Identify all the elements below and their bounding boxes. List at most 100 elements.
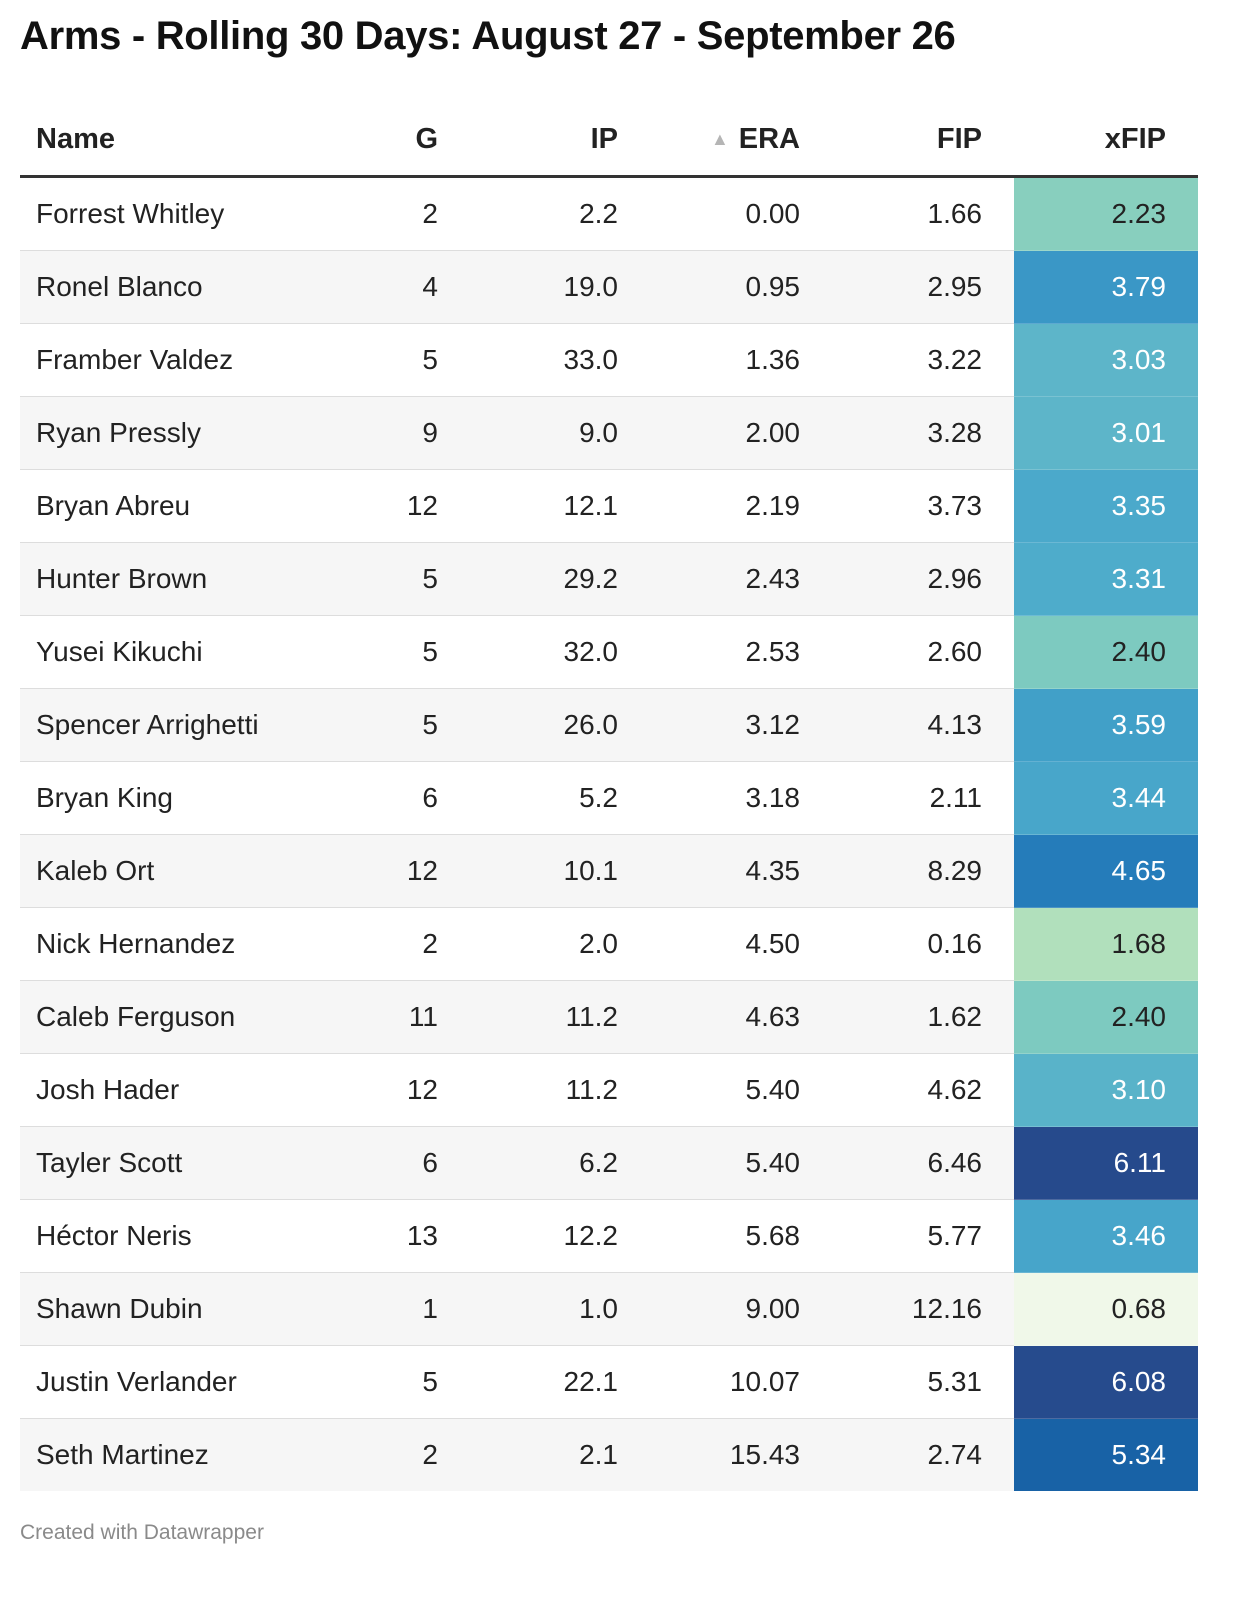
cell-era: 9.00: [650, 1272, 832, 1346]
cell-era: 3.12: [650, 688, 832, 762]
cell-g: 6: [360, 761, 470, 835]
cell-fip: 0.16: [832, 907, 1014, 981]
table-row: Kaleb Ort 12 10.1 4.35 8.29 4.65: [20, 834, 1198, 908]
cell-g: 12: [360, 834, 470, 908]
stats-table-container: Name G IP ▲ ERA FIP xFIP Forrest Whitley 2…: [20, 103, 1198, 1491]
cell-ip: 10.1: [470, 834, 650, 908]
cell-ip: 11.2: [470, 1053, 650, 1127]
cell-name: Framber Valdez: [20, 323, 360, 397]
cell-name: Spencer Arrighetti: [20, 688, 360, 762]
cell-xfip: 3.35: [1014, 469, 1198, 543]
cell-era: 15.43: [650, 1418, 832, 1491]
cell-xfip: 0.68: [1014, 1272, 1198, 1346]
cell-xfip: 3.03: [1014, 323, 1198, 397]
cell-name: Ronel Blanco: [20, 250, 360, 324]
cell-fip: 2.11: [832, 761, 1014, 835]
table-row: Hunter Brown 5 29.2 2.43 2.96 3.31: [20, 542, 1198, 616]
cell-name: Nick Hernandez: [20, 907, 360, 981]
cell-ip: 32.0: [470, 615, 650, 689]
cell-ip: 12.2: [470, 1199, 650, 1273]
cell-g: 12: [360, 469, 470, 543]
cell-name: Justin Verlander: [20, 1345, 360, 1419]
cell-fip: 3.28: [832, 396, 1014, 470]
cell-era: 1.36: [650, 323, 832, 397]
cell-era: 4.35: [650, 834, 832, 908]
cell-g: 6: [360, 1126, 470, 1200]
column-header-xfip[interactable]: xFIP: [1014, 103, 1198, 178]
cell-g: 5: [360, 542, 470, 616]
stats-table: Name G IP ▲ ERA FIP xFIP Forrest Whitley 2…: [20, 103, 1198, 1491]
cell-xfip: 4.65: [1014, 834, 1198, 908]
cell-fip: 4.13: [832, 688, 1014, 762]
cell-name: Kaleb Ort: [20, 834, 360, 908]
cell-ip: 11.2: [470, 980, 650, 1054]
cell-fip: 2.60: [832, 615, 1014, 689]
cell-ip: 26.0: [470, 688, 650, 762]
cell-ip: 2.0: [470, 907, 650, 981]
cell-xfip: 3.10: [1014, 1053, 1198, 1127]
cell-era: 5.40: [650, 1053, 832, 1127]
table-row: Shawn Dubin 1 1.0 9.00 12.16 0.68: [20, 1272, 1198, 1346]
cell-name: Bryan King: [20, 761, 360, 835]
table-row: Ryan Pressly 9 9.0 2.00 3.28 3.01: [20, 396, 1198, 470]
cell-name: Bryan Abreu: [20, 469, 360, 543]
cell-era: 2.43: [650, 542, 832, 616]
cell-era: 10.07: [650, 1345, 832, 1419]
sort-ascending-icon: ▲: [710, 128, 729, 149]
cell-ip: 9.0: [470, 396, 650, 470]
cell-ip: 2.2: [470, 176, 650, 251]
cell-era: 5.40: [650, 1126, 832, 1200]
column-header-name[interactable]: Name: [20, 103, 360, 178]
cell-xfip: 6.08: [1014, 1345, 1198, 1419]
cell-era: 2.53: [650, 615, 832, 689]
cell-ip: 5.2: [470, 761, 650, 835]
table-row: Spencer Arrighetti 5 26.0 3.12 4.13 3.59: [20, 688, 1198, 762]
cell-xfip: 2.23: [1014, 176, 1198, 251]
cell-name: Shawn Dubin: [20, 1272, 360, 1346]
cell-xfip: 3.44: [1014, 761, 1198, 835]
table-row: Forrest Whitley 2 2.2 0.00 1.66 2.23: [20, 176, 1198, 251]
column-header-era[interactable]: ▲ ERA: [650, 103, 832, 178]
cell-name: Forrest Whitley: [20, 176, 360, 251]
cell-era: 2.00: [650, 396, 832, 470]
cell-g: 2: [360, 176, 470, 251]
cell-ip: 6.2: [470, 1126, 650, 1200]
cell-fip: 5.31: [832, 1345, 1014, 1419]
cell-era: 4.63: [650, 980, 832, 1054]
cell-name: Hunter Brown: [20, 542, 360, 616]
cell-g: 5: [360, 615, 470, 689]
cell-name: Seth Martinez: [20, 1418, 360, 1491]
cell-era: 2.19: [650, 469, 832, 543]
cell-xfip: 1.68: [1014, 907, 1198, 981]
cell-xfip: 6.11: [1014, 1126, 1198, 1200]
cell-fip: 1.66: [832, 176, 1014, 251]
column-header-g[interactable]: G: [360, 103, 470, 178]
cell-xfip: 3.01: [1014, 396, 1198, 470]
table-row: Ronel Blanco 4 19.0 0.95 2.95 3.79: [20, 250, 1198, 324]
cell-ip: 1.0: [470, 1272, 650, 1346]
column-header-xfip-label: xFIP: [1104, 122, 1166, 155]
cell-g: 9: [360, 396, 470, 470]
cell-fip: 2.74: [832, 1418, 1014, 1491]
cell-xfip: 3.46: [1014, 1199, 1198, 1273]
cell-ip: 29.2: [470, 542, 650, 616]
cell-g: 12: [360, 1053, 470, 1127]
cell-g: 2: [360, 1418, 470, 1491]
column-header-ip[interactable]: IP: [470, 103, 650, 178]
column-header-g-label: G: [415, 122, 438, 155]
cell-xfip: 3.79: [1014, 250, 1198, 324]
cell-g: 11: [360, 980, 470, 1054]
cell-g: 13: [360, 1199, 470, 1273]
table-row: Tayler Scott 6 6.2 5.40 6.46 6.11: [20, 1126, 1198, 1200]
cell-name: Tayler Scott: [20, 1126, 360, 1200]
table-row: Yusei Kikuchi 5 32.0 2.53 2.60 2.40: [20, 615, 1198, 689]
cell-ip: 22.1: [470, 1345, 650, 1419]
chart-title: Arms - Rolling 30 Days: August 27 - Sept…: [20, 14, 956, 58]
table-row: Nick Hernandez 2 2.0 4.50 0.16 1.68: [20, 907, 1198, 981]
column-header-ip-label: IP: [590, 122, 618, 155]
column-header-fip[interactable]: FIP: [832, 103, 1014, 178]
cell-fip: 2.95: [832, 250, 1014, 324]
cell-g: 5: [360, 323, 470, 397]
cell-g: 5: [360, 688, 470, 762]
column-header-name-label: Name: [36, 122, 115, 155]
